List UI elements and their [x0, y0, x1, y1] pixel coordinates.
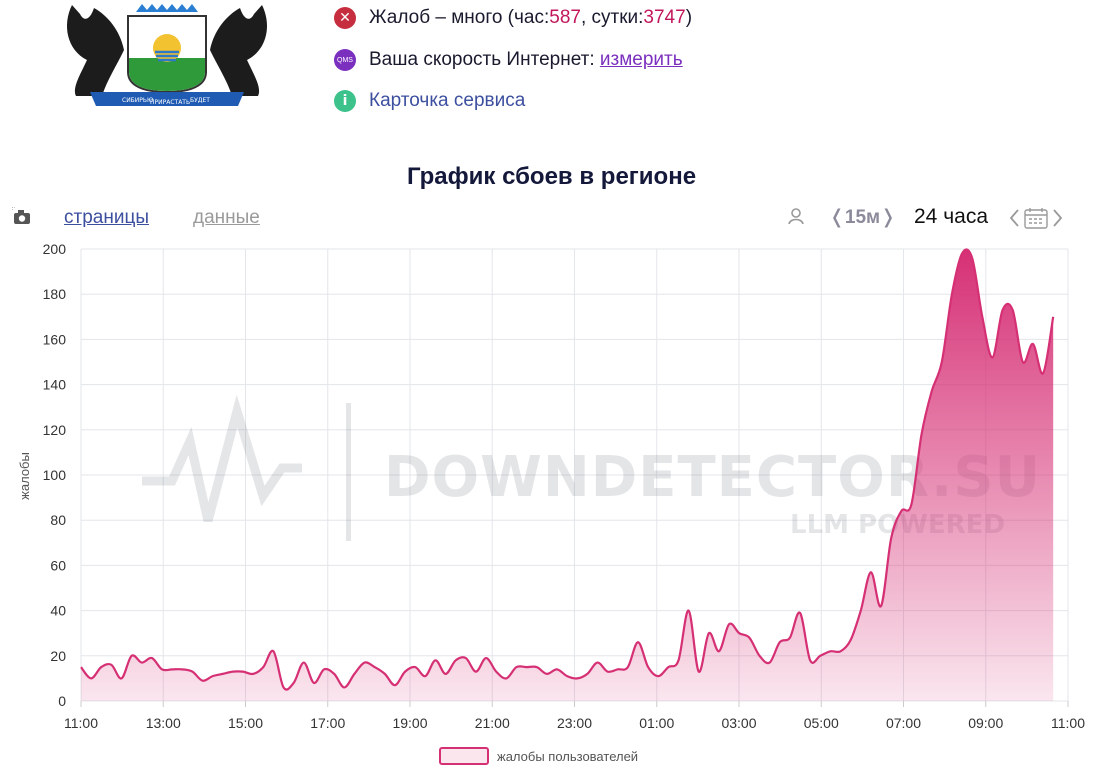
x-tick-label: 03:00: [721, 715, 756, 731]
prev-period-icon: [1009, 209, 1019, 227]
speed-status: QMS Ваша скорость Интернет: измерить: [334, 49, 683, 71]
series-line: [80, 248, 1055, 691]
chart-legend[interactable]: жалобы пользователей: [439, 747, 638, 765]
legend-label: жалобы пользователей: [497, 748, 639, 764]
x-tick-label: 21:00: [475, 715, 510, 731]
x-tick-label: 05:00: [804, 715, 839, 731]
service-card-row[interactable]: i Карточка сервиса: [334, 90, 525, 112]
series-layer: [80, 248, 1055, 702]
y-tick-label: 80: [50, 512, 66, 528]
y-tick-label: 40: [50, 603, 66, 619]
svg-text:БУДЕТ: БУДЕТ: [190, 97, 210, 104]
y-tick-label: 140: [43, 377, 67, 393]
complaints-suffix: ): [685, 7, 693, 28]
x-tick-label: 15:00: [228, 715, 263, 731]
calendar-icon: [1024, 208, 1048, 229]
y-tick-label: 200: [43, 241, 67, 257]
chart-title: График сбоев в регионе: [406, 163, 697, 190]
service-card-link[interactable]: Карточка сервиса: [369, 90, 526, 111]
x-tick-label: 07:00: [886, 715, 921, 731]
y-tick-label: 0: [58, 693, 66, 709]
x-tick-label: 13:00: [146, 715, 181, 731]
next-period-icon: [1053, 209, 1063, 227]
svg-text:ПРИРАСТАТЬ: ПРИРАСТАТЬ: [150, 99, 190, 106]
info-icon: i: [334, 90, 356, 112]
x-tick-label: 19:00: [392, 715, 427, 731]
svg-text:СИБИРЬЮ: СИБИРЬЮ: [122, 97, 154, 104]
legend-swatch: [439, 747, 489, 765]
x-tick-label: 17:00: [310, 715, 345, 731]
tab-pages[interactable]: страницы: [64, 207, 149, 228]
y-tick-label: 120: [43, 422, 67, 438]
camera-icon[interactable]: [12, 207, 32, 227]
tab-data[interactable]: данные: [193, 207, 260, 228]
x-tick-label: 23:00: [557, 715, 592, 731]
axis-layer: 0 20 40 60 80 100 120 140 160 180 200 11:00 13:00 15:…: [43, 241, 1086, 731]
x-tick-label: 11:00: [1051, 715, 1085, 731]
y-tick-label: 100: [43, 467, 67, 483]
complaints-status: ✕ Жалоб – много (час: 587, сутки: 3747): [334, 7, 692, 29]
x-tick-label: 09:00: [968, 715, 1003, 731]
complaints-chart: DOWNDETECTOR.SU LLM POWERED 020406080100…: [17, 241, 1086, 731]
period-label[interactable]: 24 часа: [914, 205, 988, 228]
complaints-hour-count: 587: [549, 7, 581, 28]
y-tick-label: 60: [50, 557, 66, 573]
speed-label: Ваша скорость Интернет:: [369, 49, 595, 70]
interval-selector[interactable]: ❬15м❭: [829, 207, 897, 228]
x-tick-label: 01:00: [639, 715, 674, 731]
complaints-prefix: Жалоб – много (час:: [369, 7, 550, 28]
coat-of-arms-logo: СИБИРЬЮ ПРИРАСТАТЬ БУДЕТ: [67, 4, 267, 106]
complaints-middle: , сутки:: [580, 7, 644, 28]
qms-icon: QMS: [334, 49, 356, 71]
x-tick-label: 11:00: [64, 715, 98, 731]
series-area: [81, 249, 1054, 702]
measure-speed-link[interactable]: измерить: [599, 49, 683, 70]
y-tick-label: 180: [43, 286, 67, 302]
date-navigation[interactable]: [1008, 206, 1064, 230]
y-axis-label: жалобы: [17, 452, 32, 500]
error-icon: ✕: [334, 7, 356, 29]
complaints-day-count: 3747: [643, 7, 686, 28]
y-tick-label: 20: [50, 648, 66, 664]
person-icon[interactable]: [786, 206, 806, 226]
y-tick-label: 160: [43, 331, 67, 347]
